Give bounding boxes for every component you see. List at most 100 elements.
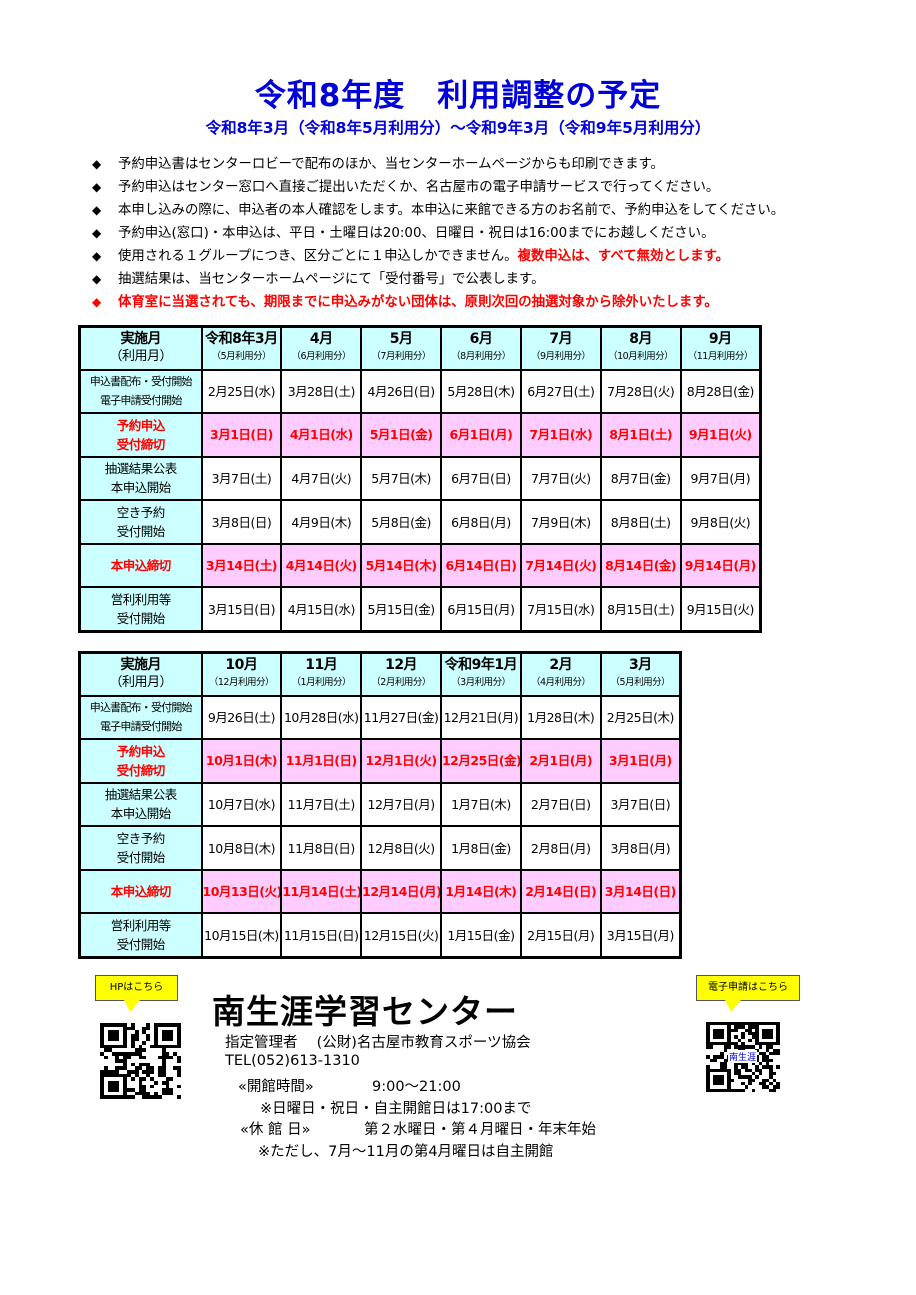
date-cell: 6月15日(月) (440, 586, 522, 633)
date-cell: 4月1日(水) (280, 412, 363, 458)
month-header: 4月 （6月利用分） (280, 325, 363, 371)
month-header: 7月 （9月利用分） (519, 325, 602, 371)
note-emphasis: 複数申込は、すべて無効とします。 (517, 249, 730, 264)
schedule-table-2: 実施月 （利用月） 10月 （12月利用分） 11月 （1月利用分） 12月 （2月利用分）令… (78, 651, 682, 959)
date-cell: 9月8日(火) (679, 499, 762, 545)
date-cell: 2月1日(月) (519, 738, 602, 784)
row-label: 空き予約 受付開始 (78, 499, 203, 545)
date-cell: 6月27日(土) (519, 368, 602, 415)
date-cell: 8月1日(土) (599, 412, 682, 458)
month-header: 令和9年1月 （3月利用分） (439, 651, 522, 697)
row-label: 予約申込 受付締切 (78, 738, 203, 784)
date-cell: 8月8日(土) (599, 499, 682, 545)
date-cell: 3月14日(土) (200, 542, 283, 589)
date-cell: 9月7日(月) (679, 455, 762, 502)
date-cell: 11月15日(日) (280, 912, 363, 959)
month-header: 10月 （12月利用分） (200, 651, 283, 697)
diamond-bullet-icon: ◆ (92, 295, 102, 309)
row-label: 予約申込 受付締切 (78, 412, 203, 458)
date-cell: 1月14日(木) (439, 868, 522, 915)
date-cell: 3月1日(日) (200, 412, 283, 458)
date-cell: 11月27日(金) (360, 694, 442, 741)
eapp-callout: 電子申請はこちら (696, 975, 800, 1012)
date-cell: 5月14日(木) (360, 542, 443, 589)
date-cell: 1月28日(木) (519, 694, 602, 741)
date-cell: 6月7日(日) (440, 455, 522, 502)
note-item: ◆ 抽選結果は、当センターホームページにて「受付番号」で公表します。 (92, 268, 784, 291)
date-cell: 10月7日(水) (200, 781, 283, 828)
qr-center-text: 南生涯 (728, 1050, 758, 1063)
note-text: 予約申込書はセンターロビーで配布のほか、当センターホームページからも印刷できます… (118, 157, 664, 172)
row-label: 申込書配布・受付開始 電子申請受付開始 (78, 694, 203, 741)
date-cell: 2月25日(木) (599, 694, 682, 741)
header-row: 実施月 （利用月） 10月 （12月利用分） 11月 （1月利用分） 12月 （2月利用分）令… (78, 651, 682, 697)
note-item: ◆ 使用される１グループにつき、区分ごとに１申込しかできません。 複数申込は、すべて… (92, 245, 784, 268)
date-cell: 3月8日(月) (599, 825, 682, 871)
diamond-bullet-icon: ◆ (92, 226, 102, 240)
date-cell: 7月14日(火) (519, 542, 602, 589)
row-label: 本申込締切 (78, 542, 203, 589)
date-cell: 2月8日(月) (519, 825, 602, 871)
note-text: 予約申込(窓口)・本申込は、平日・土曜日は20:00、日曜日・祝日は16:00ま… (118, 226, 715, 241)
date-cell: 6月14日(日) (440, 542, 522, 589)
month-header: 8月 （10月利用分） (599, 325, 682, 371)
note-item: ◆ 予約申込(窓口)・本申込は、平日・土曜日は20:00、日曜日・祝日は16:00… (92, 222, 784, 245)
diamond-bullet-icon: ◆ (92, 203, 102, 217)
date-cell: 3月7日(土) (200, 455, 283, 502)
date-cell: 10月1日(木) (200, 738, 283, 784)
date-cell: 9月15日(火) (679, 586, 762, 633)
schedule-table-1: 実施月 （利用月） 令和8年3月 （5月利用分） 4月 （6月利用分） 5月 （7月利用分） 6… (78, 325, 762, 633)
date-cell: 9月26日(土) (200, 694, 283, 741)
month-header: 5月 （7月利用分） (360, 325, 443, 371)
date-cell: 9月14日(月) (679, 542, 762, 589)
month-header: 12月 （2月利用分） (360, 651, 442, 697)
date-cell: 4月15日(水) (280, 586, 363, 633)
schedule-row: 抽選結果公表 本申込開始 3月7日(土) 4月7日(火) 5月7日(木) 6月7日(日) 7… (78, 455, 762, 502)
date-cell: 5月1日(金) (360, 412, 443, 458)
date-cell: 11月1日(日) (280, 738, 363, 784)
note-item: ◆ 予約申込書はセンターロビーで配布のほか、当センターホームページからも印刷できま… (92, 153, 784, 176)
date-cell: 10月28日(水) (280, 694, 363, 741)
date-cell: 2月7日(日) (519, 781, 602, 828)
schedule-row: 営利利用等 受付開始 10月15日(木) 11月15日(日) 12月15日(火) 1月15… (78, 912, 682, 959)
hp-callout: HPはこちら (95, 975, 178, 1012)
closed-note: ※ただし、7月～11月の第4月曜日は自主開館 (258, 1144, 554, 1160)
date-cell: 3月28日(土) (280, 368, 363, 415)
note-item: ◆ 予約申込はセンター窓口へ直接ご提出いただくか、名古屋市の電子申請サービスで行っ… (92, 176, 784, 199)
header-label: 実施月 （利用月） (78, 651, 203, 697)
note-emphasis: 体育室に当選されても、期限までに申込みがない団体は、原則次回の抽選対象から除外い… (118, 295, 718, 310)
date-cell: 6月8日(月) (440, 499, 522, 545)
note-text: 予約申込はセンター窓口へ直接ご提出いただくか、名古屋市の電子申請サービスで行って… (118, 180, 720, 195)
diamond-bullet-icon: ◆ (92, 180, 102, 194)
date-cell: 7月1日(水) (519, 412, 602, 458)
diamond-bullet-icon: ◆ (92, 157, 102, 171)
manager: 指定管理者 (公財)名古屋市教育スポーツ協会 (225, 1035, 531, 1051)
date-cell: 3月1日(月) (599, 738, 682, 784)
row-label: 営利利用等 受付開始 (78, 912, 203, 959)
date-cell: 4月14日(火) (280, 542, 363, 589)
row-label: 申込書配布・受付開始 電子申請受付開始 (78, 368, 203, 415)
schedule-row: 予約申込 受付締切 3月1日(日) 4月1日(水) 5月1日(金) 6月1日(月) 7月1日… (78, 412, 762, 458)
date-cell: 4月9日(木) (280, 499, 363, 545)
hp-qr-code-icon[interactable] (100, 1023, 181, 1099)
date-cell: 5月28日(木) (440, 368, 522, 415)
date-cell: 12月21日(月) (439, 694, 522, 741)
closed-label: «休 館 日» (240, 1122, 311, 1138)
date-cell: 8月15日(土) (599, 586, 682, 633)
date-cell: 11月8日(日) (280, 825, 363, 871)
closed-days: 第２水曜日・第４月曜日・年末年始 (364, 1122, 596, 1138)
date-cell: 11月14日(土) (280, 868, 363, 915)
schedule-row: 本申込締切 3月14日(土) 4月14日(火) 5月14日(木) 6月14日(日) 7月1… (78, 542, 762, 589)
date-cell: 10月13日(火) (200, 868, 283, 915)
date-cell: 9月1日(火) (679, 412, 762, 458)
schedule-row: 申込書配布・受付開始 電子申請受付開始 2月25日(水) 3月28日(土) 4月26日(… (78, 368, 762, 415)
schedule-row: 本申込締切 10月13日(火) 11月14日(土) 12月14日(月) 1月14日(木)… (78, 868, 682, 915)
hours-label: «開館時間» (238, 1079, 314, 1095)
note-text: 抽選結果は、当センターホームページにて「受付番号」で公表します。 (118, 272, 545, 287)
schedule-row: 申込書配布・受付開始 電子申請受付開始 9月26日(土) 10月28日(水) 11月27… (78, 694, 682, 741)
date-cell: 5月15日(金) (360, 586, 443, 633)
diamond-bullet-icon: ◆ (92, 249, 102, 263)
date-cell: 8月28日(金) (679, 368, 762, 415)
date-cell: 1月7日(木) (439, 781, 522, 828)
date-cell: 7月7日(火) (519, 455, 602, 502)
